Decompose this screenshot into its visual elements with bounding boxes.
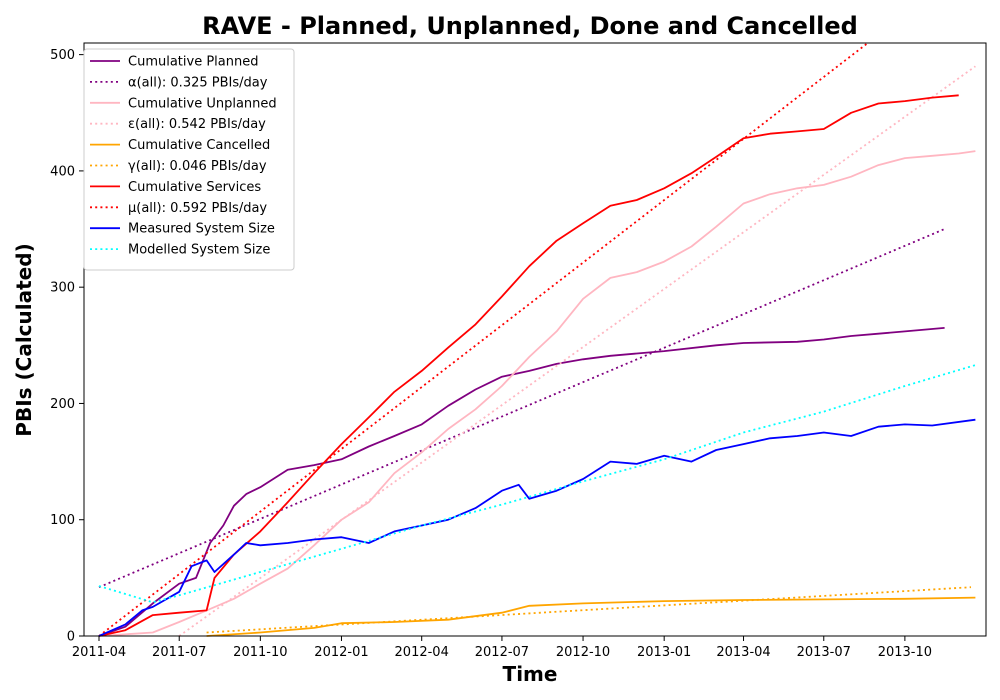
x-tick-label: 2013-07 [797, 645, 851, 660]
series-line-7-cumulative-services [98, 94, 959, 637]
legend-label-3: Cumulative Unplanned [128, 96, 277, 111]
legend-label-7: Cumulative Services [128, 180, 261, 195]
plot-frame [83, 42, 987, 637]
x-tick-label: 2012-04 [395, 645, 449, 660]
y-tick-label: 300 [50, 281, 75, 296]
series-line-4-all-0-542-pbis-day [178, 65, 976, 637]
chart-title: RAVE - Planned, Unplanned, Done and Canc… [202, 12, 858, 40]
series-line-10-modelled-system-size [98, 364, 976, 604]
series-layer [98, 42, 976, 637]
legend-label-8: μ(all): 0.592 PBIs/day [128, 201, 267, 216]
legend-label-4: ε(all): 0.542 PBIs/day [128, 117, 266, 132]
legend-label-9: Measured System Size [128, 222, 275, 237]
x-tick-label: 2013-04 [716, 645, 770, 660]
y-axis: 0 100 200 300 400 500 [50, 48, 84, 645]
x-tick-label: 2013-01 [637, 645, 691, 660]
y-tick-label: 0 [67, 630, 75, 645]
x-tick-label: 2011-04 [72, 645, 126, 660]
x-tick-label: 2012-01 [314, 645, 368, 660]
legend-box [83, 48, 295, 271]
x-tick-label: 2012-07 [475, 645, 529, 660]
series-line-2-all-0-325-pbis-day [98, 228, 945, 589]
x-axis-label: Time [503, 662, 558, 686]
legend: Cumulative Planned α(all): 0.325 PBIs/day… [83, 48, 295, 271]
y-tick-label: 400 [50, 164, 75, 179]
y-axis-label: PBIs (Calculated) [12, 243, 36, 436]
legend-label-1: Cumulative Planned [128, 55, 258, 70]
series-line-8-all-0-592-pbis-day [98, 42, 869, 637]
series-line-1-cumulative-planned [98, 327, 945, 637]
y-tick-label: 500 [50, 48, 75, 63]
legend-label-2: α(all): 0.325 PBIs/day [128, 75, 268, 90]
legend-label-10: Modelled System Size [128, 243, 270, 258]
series-line-3-cumulative-unplanned [98, 150, 976, 637]
y-tick-label: 100 [50, 513, 75, 528]
series-line-9-measured-system-size [98, 418, 976, 637]
x-axis: 2011-04 2011-07 2011-10 2012-01 2012-04 2012-… [72, 636, 932, 660]
y-tick-label: 200 [50, 397, 75, 412]
x-tick-label: 2013-10 [878, 645, 932, 660]
x-tick-label: 2012-10 [556, 645, 610, 660]
legend-label-5: Cumulative Cancelled [128, 138, 270, 153]
series-line-5-cumulative-cancelled [206, 596, 976, 637]
legend-label-6: γ(all): 0.046 PBIs/day [128, 159, 267, 174]
x-tick-label: 2011-07 [152, 645, 206, 660]
x-tick-label: 2011-10 [233, 645, 287, 660]
